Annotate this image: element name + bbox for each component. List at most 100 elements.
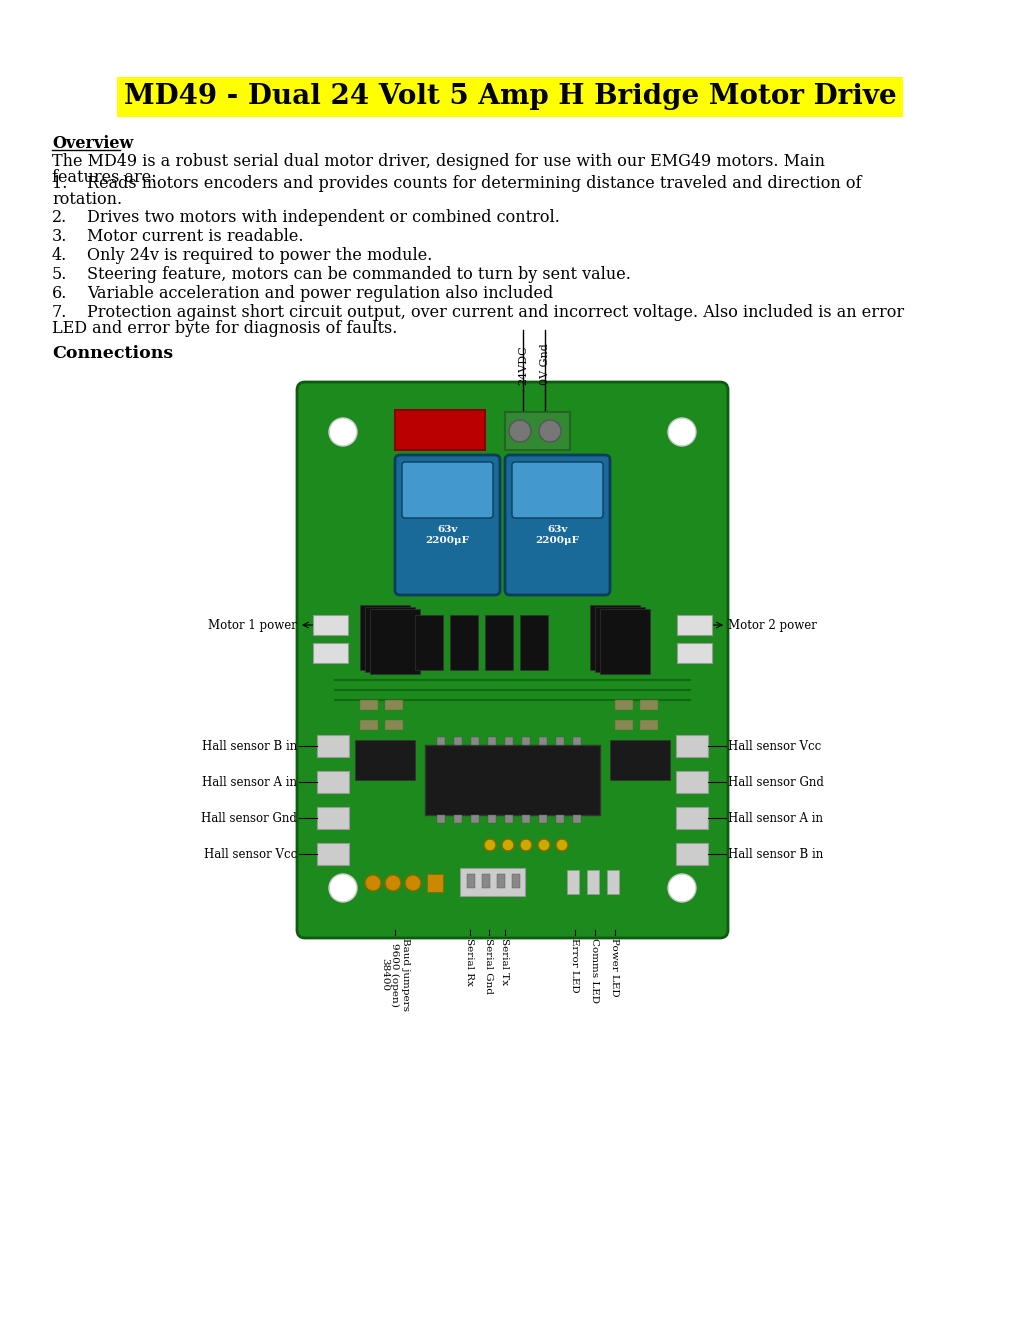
Text: 3.: 3. <box>52 228 67 246</box>
Bar <box>460 869 525 896</box>
Bar <box>449 615 478 671</box>
Circle shape <box>329 418 357 446</box>
Bar <box>317 771 348 793</box>
Bar <box>676 735 707 756</box>
Circle shape <box>484 840 495 851</box>
Circle shape <box>538 420 560 442</box>
Text: Hall sensor Vcc: Hall sensor Vcc <box>728 739 820 752</box>
Bar <box>496 874 504 888</box>
Bar <box>384 719 403 730</box>
Text: Motor 1 power: Motor 1 power <box>208 619 297 631</box>
Bar <box>573 737 581 744</box>
Text: Baud jumpers
9600 (open)
38400: Baud jumpers 9600 (open) 38400 <box>380 939 410 1011</box>
Bar <box>504 737 513 744</box>
Bar <box>504 814 513 822</box>
Bar <box>453 737 462 744</box>
Text: Hall sensor A in: Hall sensor A in <box>728 812 822 825</box>
Text: 24VDC: 24VDC <box>518 346 528 385</box>
Text: The MD49 is a robust serial dual motor driver, designed for use with our EMG49 m: The MD49 is a robust serial dual motor d… <box>52 153 824 170</box>
Bar <box>512 874 520 888</box>
Text: Serial Rx: Serial Rx <box>465 939 474 986</box>
FancyBboxPatch shape <box>512 462 602 517</box>
Bar <box>589 605 639 671</box>
Bar <box>453 814 462 822</box>
Text: Connections: Connections <box>52 345 173 362</box>
Bar <box>504 412 570 450</box>
Text: Comms LED: Comms LED <box>590 939 599 1003</box>
Text: 63v
2200μF: 63v 2200μF <box>535 525 579 545</box>
Text: Hall sensor Gnd: Hall sensor Gnd <box>201 812 297 825</box>
Text: Protection against short circuit output, over current and incorrect voltage. Als: Protection against short circuit output,… <box>87 304 903 321</box>
Bar <box>360 605 410 671</box>
Bar <box>360 700 378 710</box>
Circle shape <box>501 840 514 851</box>
Text: Power LED: Power LED <box>610 939 619 997</box>
Text: features are:: features are: <box>52 169 157 186</box>
Bar <box>317 735 348 756</box>
Bar <box>520 615 547 671</box>
Circle shape <box>667 874 695 902</box>
Text: 6.: 6. <box>52 285 67 302</box>
Circle shape <box>537 840 549 851</box>
Bar <box>538 737 546 744</box>
Text: Hall sensor Vcc: Hall sensor Vcc <box>204 847 297 861</box>
Bar <box>639 700 657 710</box>
Bar <box>360 719 378 730</box>
Bar <box>313 643 347 663</box>
Text: 5.: 5. <box>52 267 67 282</box>
Text: 0V Gnd: 0V Gnd <box>539 343 549 385</box>
Text: Serial Tx: Serial Tx <box>500 939 510 985</box>
Circle shape <box>667 418 695 446</box>
Bar <box>594 607 644 672</box>
Bar <box>614 700 633 710</box>
Bar <box>522 814 530 822</box>
Text: Motor 2 power: Motor 2 power <box>728 619 816 631</box>
Circle shape <box>384 875 400 891</box>
Bar <box>365 607 415 672</box>
Bar <box>677 643 711 663</box>
Bar <box>317 807 348 829</box>
Bar <box>538 814 546 822</box>
Text: Reads motors encoders and provides counts for determining distance traveled and : Reads motors encoders and provides count… <box>87 176 861 191</box>
Text: Motor current is readable.: Motor current is readable. <box>87 228 304 246</box>
Bar <box>676 771 707 793</box>
Bar <box>355 741 415 780</box>
Text: Steering feature, motors can be commanded to turn by sent value.: Steering feature, motors can be commande… <box>87 267 631 282</box>
Text: Serial Gnd: Serial Gnd <box>484 939 493 994</box>
Text: 7.: 7. <box>52 304 67 321</box>
Text: rotation.: rotation. <box>52 191 122 209</box>
FancyBboxPatch shape <box>401 462 492 517</box>
Bar <box>482 874 489 888</box>
Bar <box>394 411 484 450</box>
Bar <box>555 814 564 822</box>
Bar <box>471 737 479 744</box>
Text: Drives two motors with independent or combined control.: Drives two motors with independent or co… <box>87 209 559 226</box>
Bar <box>384 700 403 710</box>
Bar <box>522 737 530 744</box>
Bar <box>599 609 649 675</box>
Text: 2.: 2. <box>52 209 67 226</box>
Circle shape <box>508 420 531 442</box>
Text: MD49 - Dual 24 Volt 5 Amp H Bridge Motor Drive: MD49 - Dual 24 Volt 5 Amp H Bridge Motor… <box>123 83 896 111</box>
Text: LED and error byte for diagnosis of faults.: LED and error byte for diagnosis of faul… <box>52 319 397 337</box>
Bar <box>606 870 619 894</box>
Text: Error LED: Error LED <box>570 939 579 993</box>
Text: 4.: 4. <box>52 247 67 264</box>
Bar <box>614 719 633 730</box>
FancyBboxPatch shape <box>297 381 728 939</box>
Bar <box>567 870 579 894</box>
Text: Only 24v is required to power the module.: Only 24v is required to power the module… <box>87 247 432 264</box>
Text: 63v
2200μF: 63v 2200μF <box>425 525 469 545</box>
Bar <box>317 843 348 865</box>
Bar <box>436 737 444 744</box>
Bar <box>436 814 444 822</box>
Bar <box>676 843 707 865</box>
Text: Hall sensor A in: Hall sensor A in <box>202 776 297 788</box>
Circle shape <box>405 875 421 891</box>
Bar <box>555 737 564 744</box>
Bar <box>415 615 442 671</box>
Bar <box>609 741 669 780</box>
Bar <box>471 814 479 822</box>
Bar <box>313 615 347 635</box>
Bar <box>427 874 442 892</box>
